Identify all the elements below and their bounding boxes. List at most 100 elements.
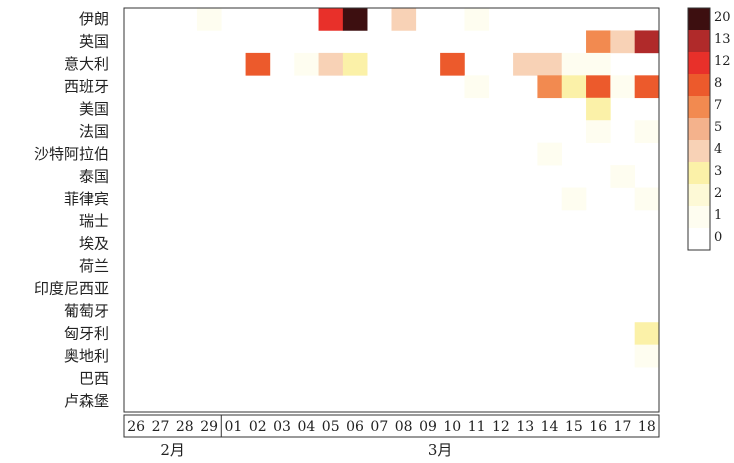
heatmap-cell (342, 52, 368, 76)
colorbar-tick-label: 7 (714, 98, 722, 113)
colorbar-tick-label: 5 (714, 120, 722, 135)
heatmap-cell (391, 8, 417, 31)
colorbar-swatch (688, 184, 710, 206)
heatmap-cell (245, 52, 271, 76)
heatmap-cell (586, 52, 611, 76)
row-label: 沙特阿拉伯 (34, 145, 109, 163)
x-tick-label: 10 (443, 419, 461, 435)
row-label: 英国 (79, 33, 109, 51)
x-tick-label: 27 (152, 419, 170, 435)
row-label: 葡萄牙 (64, 302, 109, 320)
colorbar-swatch (688, 162, 710, 184)
x-tick-label: 03 (273, 419, 291, 435)
row-label: 菲律宾 (64, 190, 109, 208)
row-label: 卢森堡 (64, 392, 109, 410)
x-tick-label: 26 (127, 419, 145, 435)
row-labels: 伊朗英国意大利西班牙美国法国沙特阿拉伯泰国菲律宾瑞士埃及荷兰印度尼西亚葡萄牙匈牙… (34, 10, 109, 410)
date-strip-frame (123, 414, 660, 438)
heatmap-cell (634, 75, 660, 99)
colorbar-tick-label: 2 (714, 186, 722, 201)
colorbar-swatch (688, 74, 710, 96)
x-tick-label: 18 (638, 419, 656, 435)
month-label: 2月 (160, 441, 185, 459)
colorbar-swatch (688, 228, 710, 250)
heatmap-cell (586, 75, 611, 99)
heatmap-cell (634, 344, 660, 368)
x-tick-label: 02 (249, 419, 267, 435)
heatmap-cell (634, 322, 660, 345)
row-label: 美国 (79, 100, 109, 118)
row-label: 伊朗 (79, 10, 109, 28)
heatmap-cell (586, 120, 611, 143)
colorbar-swatch (688, 8, 710, 30)
heatmap-cell (440, 52, 465, 76)
colorbar-tick-label: 13 (714, 32, 731, 47)
colorbar-tick-label: 3 (714, 164, 722, 179)
colorbar-tick-label: 8 (714, 76, 722, 91)
colorbar-tick-label: 20 (714, 10, 731, 25)
x-tick-label: 07 (370, 419, 388, 435)
row-label: 匈牙利 (64, 324, 109, 342)
x-tick-label: 14 (541, 419, 559, 435)
heatmap-cell (318, 8, 344, 31)
x-tick-label: 15 (565, 419, 583, 435)
x-tick-label: 06 (346, 419, 364, 435)
heatmap-cell (561, 187, 587, 211)
row-label: 巴西 (79, 369, 109, 387)
x-tick-label: 13 (516, 419, 534, 435)
heatmap-cell (610, 30, 635, 54)
x-tick-label: 08 (395, 419, 413, 435)
colorbar-swatch (688, 52, 710, 74)
x-tick-label: 05 (322, 419, 340, 435)
heatmap-cell (537, 75, 563, 99)
row-label: 埃及 (79, 235, 109, 253)
heatmap-cell (537, 52, 563, 76)
heatmap-cell (196, 8, 222, 31)
x-tick-label: 11 (468, 419, 486, 435)
x-tick-label: 28 (176, 419, 194, 435)
x-tick-label: 29 (200, 419, 218, 435)
x-tick-label: 09 (419, 419, 437, 435)
colorbar-tick-label: 0 (714, 230, 722, 245)
colorbar-legend: 20 13 12 8 7 5 4 3 2 1 0 (687, 7, 731, 251)
colorbar-tick-label: 4 (714, 142, 722, 157)
month-label: 3月 (428, 441, 453, 459)
x-tick-label: 16 (589, 419, 607, 435)
x-tick-label: 12 (492, 419, 510, 435)
heatmap-cell (634, 120, 660, 143)
heatmap-cell (318, 52, 344, 76)
row-label: 瑞士 (79, 212, 109, 230)
x-axis-date-strip: 26 27 28 29 01 02 03 04 05 06 07 08 09 10 11 12 13 14 15 16… (123, 414, 660, 459)
colorbar-frame (687, 7, 711, 251)
x-tick-label: 17 (614, 419, 632, 435)
heatmap-cell (294, 52, 319, 76)
heatmap-cell (464, 8, 490, 31)
row-label: 奥地利 (64, 347, 109, 365)
heatmap-cell (610, 165, 635, 188)
colorbar-swatch (688, 206, 710, 228)
heatmap-cell (586, 30, 611, 54)
heatmap-cell (610, 75, 635, 99)
heatmap-cell (464, 75, 490, 99)
heatmap-cell (561, 75, 587, 99)
heatmap-cells (196, 8, 660, 368)
colorbar-swatch (688, 118, 710, 140)
colorbar-swatch (688, 96, 710, 118)
row-label: 法国 (79, 122, 109, 140)
heatmap-cell (342, 8, 368, 31)
row-label: 西班牙 (64, 78, 109, 96)
row-label: 印度尼西亚 (34, 280, 109, 298)
x-tick-label: 04 (297, 419, 315, 435)
colorbar-tick-label: 1 (714, 208, 722, 223)
heatmap-cell (634, 30, 660, 54)
heatmap-cell (561, 52, 587, 76)
plot-frame (123, 7, 660, 413)
colorbar-tick-label: 12 (714, 54, 731, 69)
row-label: 意大利 (64, 55, 109, 73)
colorbar-swatch (688, 140, 710, 162)
heatmap-cell (537, 142, 563, 166)
colorbar-swatch (688, 30, 710, 52)
x-tick-label: 01 (225, 419, 243, 435)
heatmap-cell (513, 52, 538, 76)
